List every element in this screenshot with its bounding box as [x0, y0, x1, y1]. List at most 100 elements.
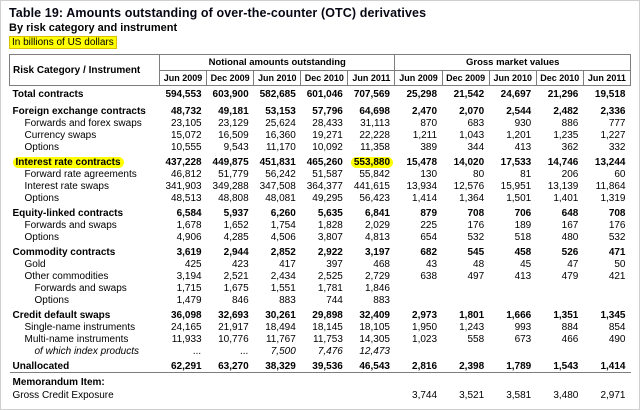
- cell-gross-dec2009: 12,576: [453, 181, 485, 192]
- row-label: Equity-linked contracts: [10, 204, 160, 219]
- cell-gross-jun2011: 1,345: [600, 310, 626, 321]
- page-subtitle: By risk category and instrument: [9, 22, 178, 34]
- cell-gross-jun2011: [583, 294, 630, 306]
- unit-note-row: In billions of US dollars: [9, 36, 631, 49]
- cell-gross-jun2011: 532: [608, 232, 626, 243]
- cell-notional-dec2010: 744: [326, 295, 343, 306]
- cell-notional-jun2011: 707,569: [353, 89, 390, 100]
- cell-gross-jun2009: 638: [420, 271, 438, 282]
- column-group-row: Risk Category / Instrument Notional amou…: [9, 54, 631, 86]
- cell-notional-dec2010: 19,271: [312, 130, 343, 141]
- row-label-text: Credit default swaps: [12, 310, 111, 321]
- cell-notional-jun2010: 4,506: [270, 232, 296, 243]
- cell-notional-jun2010: 883: [279, 295, 296, 306]
- period-header-notional-dec2010: Dec 2010: [300, 70, 349, 86]
- cell-gross-jun2010: [489, 345, 536, 357]
- row-label-text: Other commodities: [24, 271, 109, 282]
- cell-gross-dec2010: [536, 294, 583, 306]
- cell-gross-jun2011: 854: [608, 322, 626, 333]
- cell-notional-jun2011: [348, 388, 395, 401]
- cell-gross-jun2009: [395, 345, 442, 357]
- cell-notional-jun2011: 553,880: [348, 153, 395, 168]
- row-label-text: Forwards and forex swaps: [24, 118, 142, 129]
- cell-gross-jun2011: 1,227: [600, 130, 626, 141]
- cell-notional-dec2010: 39,536: [312, 361, 343, 372]
- cell-gross-dec2010: 167: [561, 220, 579, 231]
- cell-gross-jun2010: 2,544: [506, 106, 532, 117]
- cell-notional-jun2011: 4,813: [364, 232, 390, 243]
- cell-notional-dec2009: 4,285: [223, 232, 249, 243]
- cell-notional-dec2009: 1,675: [223, 283, 249, 294]
- row-header-label: Risk Category / Instrument: [9, 54, 160, 86]
- cell-gross-dec2010: 206: [561, 169, 579, 180]
- cell-gross-dec2010: 3,480: [553, 390, 579, 401]
- table-row: Forwards and forex swaps 23,105 23,129 2…: [10, 117, 631, 129]
- cell-notional-jun2010: 11,170: [265, 142, 296, 153]
- cell-notional-dec2010: 49,295: [312, 193, 343, 204]
- cell-notional-jun2009: ...: [193, 346, 202, 357]
- table-row: Commodity contracts 3,619 2,944 2,852 2,…: [10, 243, 631, 258]
- cell-notional-jun2011: 11,358: [360, 142, 390, 153]
- cell-gross-jun2011: 421: [608, 271, 626, 282]
- row-label: Forwards and forex swaps: [10, 117, 160, 129]
- cell-notional-jun2011: 31,113: [360, 118, 390, 129]
- cell-notional-dec2009: 16,509: [218, 130, 249, 141]
- column-group-notional: Notional amounts outstanding: [158, 54, 396, 71]
- row-label: Credit default swaps: [10, 306, 160, 321]
- cell-gross-dec2009: 1,364: [459, 193, 485, 204]
- cell-gross-dec2010: 480: [561, 232, 579, 243]
- cell-gross-jun2011: 708: [608, 208, 626, 219]
- cell-notional-dec2010: 11,753: [313, 334, 343, 345]
- cell-notional-jun2011: 12,473: [359, 346, 390, 357]
- table-row: Gold 425 423 417 397 468 43 48 45 47 50: [10, 258, 631, 270]
- cell-notional-jun2009: 3,619: [176, 247, 202, 258]
- cell-notional-jun2010: 417: [279, 259, 296, 270]
- cell-notional-jun2009: 1,479: [176, 295, 202, 306]
- cell-gross-jun2011: 777: [608, 118, 626, 129]
- table-row: Foreign exchange contracts 48,732 49,181…: [10, 102, 631, 117]
- cell-gross-jun2010: 45: [520, 259, 532, 270]
- cell-gross-dec2009: 80: [473, 169, 485, 180]
- cell-notional-jun2009: 437,228: [165, 157, 202, 168]
- cell-notional-jun2011: 6,841: [364, 208, 390, 219]
- cell-gross-dec2010: 884: [561, 322, 579, 333]
- cell-gross-dec2010: [536, 282, 583, 294]
- cell-gross-dec2010: 886: [561, 118, 579, 129]
- row-label: Other commodities: [10, 270, 160, 282]
- cell-gross-dec2009: 176: [467, 220, 485, 231]
- cell-notional-dec2009: 21,917: [218, 322, 249, 333]
- cell-notional-jun2010: 2,852: [270, 247, 296, 258]
- table-row: Options 10,555 9,543 11,170 10,092 11,35…: [10, 141, 631, 153]
- cell-notional-jun2009: 1,678: [176, 220, 202, 231]
- period-header-gross-dec2009: Dec 2009: [441, 70, 490, 86]
- table-body: Total contracts 594,553 603,900 582,685 …: [9, 86, 631, 401]
- cell-notional-jun2010: [253, 372, 301, 388]
- cell-gross-dec2009: 344: [467, 142, 485, 153]
- cell-notional-jun2009: 594,553: [165, 89, 202, 100]
- cell-gross-jun2010: 1,666: [506, 310, 532, 321]
- cell-notional-dec2010: 3,807: [317, 232, 343, 243]
- cell-gross-dec2009: 497: [467, 271, 485, 282]
- cell-notional-jun2010: 30,261: [265, 310, 296, 321]
- row-label-text: Gold: [24, 259, 46, 270]
- row-label-text: Options: [34, 295, 69, 306]
- cell-notional-jun2010: 16,360: [265, 130, 296, 141]
- cell-gross-jun2011: 2,336: [600, 106, 626, 117]
- cell-gross-jun2009: 225: [420, 220, 438, 231]
- cell-notional-dec2009: 2,944: [223, 247, 249, 258]
- cell-gross-jun2010: 673: [514, 334, 532, 345]
- cell-gross-dec2009: 1,243: [459, 322, 485, 333]
- row-label: Forwards and swaps: [10, 219, 160, 231]
- cell-notional-jun2010: 38,329: [265, 361, 296, 372]
- cell-notional-jun2011: 3,197: [364, 247, 390, 258]
- cell-notional-jun2010: 451,831: [259, 157, 296, 168]
- row-label: Unallocated: [10, 357, 160, 373]
- table-row: Equity-linked contracts 6,584 5,937 6,26…: [10, 204, 631, 219]
- cell-gross-jun2011: 11,864: [595, 181, 626, 192]
- cell-gross-jun2009: [395, 294, 442, 306]
- cell-gross-jun2009: [395, 282, 442, 294]
- cell-gross-dec2009: 1,801: [459, 310, 485, 321]
- cell-notional-jun2010: 347,508: [259, 181, 296, 192]
- page-title: Table 19: Amounts outstanding of over-th…: [9, 6, 427, 20]
